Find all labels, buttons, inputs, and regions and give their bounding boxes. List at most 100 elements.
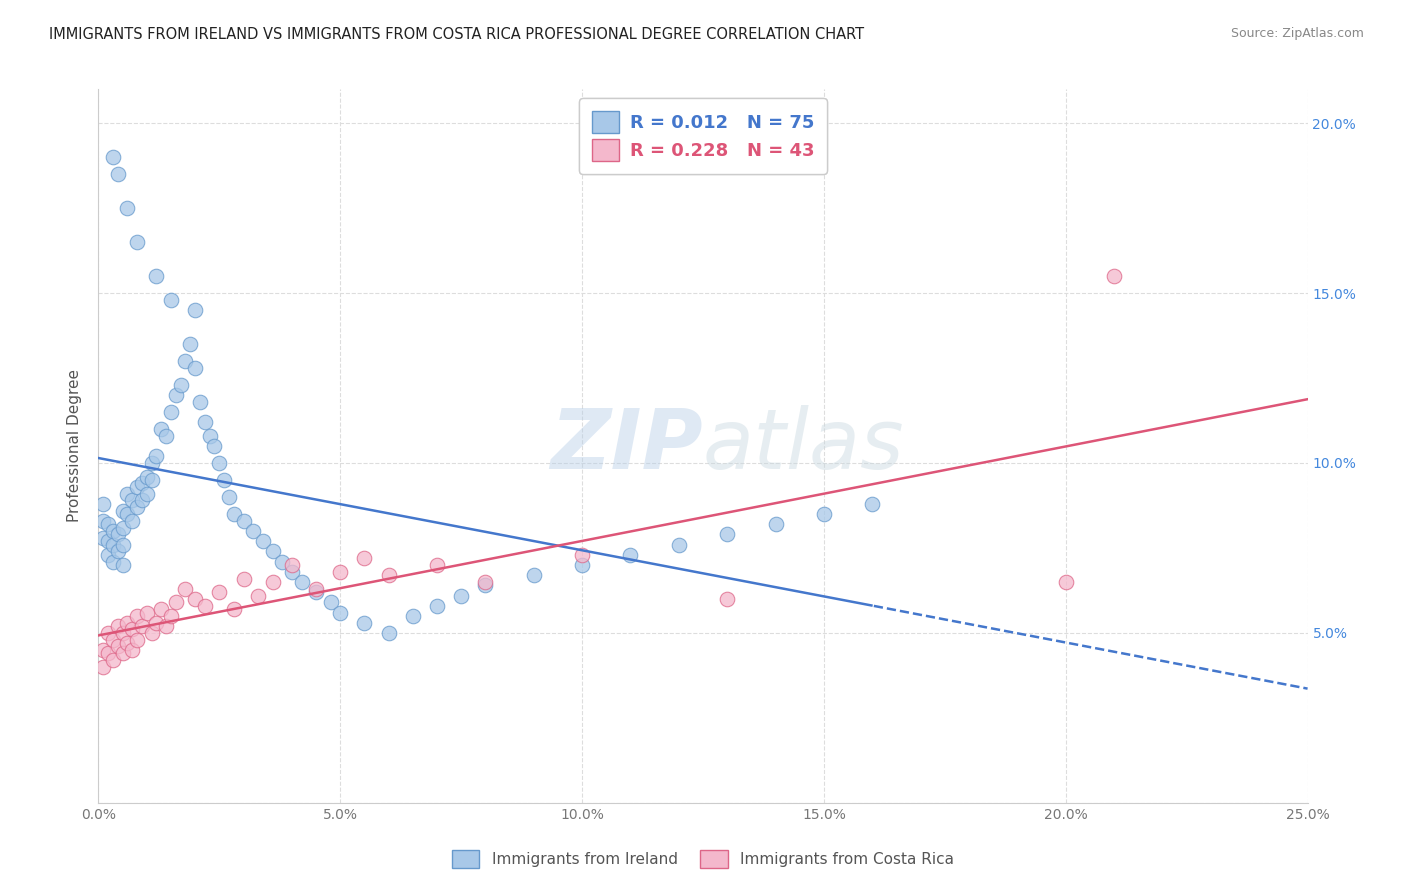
Point bbox=[160, 293, 183, 307]
Legend: R = 0.012   N = 75, R = 0.228   N = 43: R = 0.012 N = 75, R = 0.228 N = 43 bbox=[579, 98, 827, 174]
Point bbox=[765, 517, 787, 532]
Point bbox=[474, 578, 496, 592]
Point bbox=[252, 534, 274, 549]
Point bbox=[426, 599, 449, 613]
Point bbox=[97, 548, 120, 562]
Point bbox=[117, 486, 139, 500]
Point bbox=[101, 537, 124, 551]
Point bbox=[305, 585, 328, 599]
Point bbox=[212, 473, 235, 487]
Point bbox=[111, 646, 134, 660]
Point bbox=[127, 235, 149, 249]
Point bbox=[160, 608, 183, 623]
Point bbox=[101, 524, 124, 538]
Point bbox=[111, 503, 134, 517]
Point bbox=[111, 520, 134, 534]
Point bbox=[117, 201, 139, 215]
Point bbox=[121, 493, 143, 508]
Point bbox=[1102, 269, 1125, 284]
Point bbox=[571, 548, 593, 562]
Point bbox=[107, 167, 129, 181]
Point bbox=[135, 606, 157, 620]
Point bbox=[571, 558, 593, 572]
Point bbox=[145, 615, 167, 630]
Text: Source: ZipAtlas.com: Source: ZipAtlas.com bbox=[1230, 27, 1364, 40]
Point bbox=[145, 449, 167, 463]
Point bbox=[127, 480, 149, 494]
Legend: Immigrants from Ireland, Immigrants from Costa Rica: Immigrants from Ireland, Immigrants from… bbox=[444, 843, 962, 875]
Point bbox=[91, 514, 114, 528]
Point bbox=[377, 568, 399, 582]
Point bbox=[107, 527, 129, 541]
Point bbox=[97, 646, 120, 660]
Point bbox=[1054, 574, 1077, 589]
Point bbox=[111, 558, 134, 572]
Point bbox=[222, 507, 245, 521]
Point bbox=[222, 602, 245, 616]
Point bbox=[127, 608, 149, 623]
Point bbox=[194, 599, 217, 613]
Point bbox=[131, 493, 153, 508]
Point bbox=[127, 632, 149, 647]
Point bbox=[121, 514, 143, 528]
Point bbox=[402, 608, 425, 623]
Point bbox=[450, 589, 472, 603]
Point bbox=[131, 476, 153, 491]
Text: atlas: atlas bbox=[703, 406, 904, 486]
Point bbox=[135, 469, 157, 483]
Point bbox=[208, 456, 231, 470]
Point bbox=[91, 531, 114, 545]
Point bbox=[329, 606, 352, 620]
Point bbox=[111, 626, 134, 640]
Point bbox=[232, 572, 254, 586]
Point bbox=[111, 537, 134, 551]
Point bbox=[165, 595, 187, 609]
Point bbox=[101, 653, 124, 667]
Point bbox=[218, 490, 240, 504]
Point bbox=[135, 486, 157, 500]
Point bbox=[179, 337, 201, 351]
Point bbox=[91, 660, 114, 674]
Point bbox=[160, 405, 183, 419]
Point bbox=[242, 524, 264, 538]
Point bbox=[145, 269, 167, 284]
Text: IMMIGRANTS FROM IRELAND VS IMMIGRANTS FROM COSTA RICA PROFESSIONAL DEGREE CORREL: IMMIGRANTS FROM IRELAND VS IMMIGRANTS FR… bbox=[49, 27, 865, 42]
Text: ZIP: ZIP bbox=[550, 406, 703, 486]
Point bbox=[184, 360, 207, 375]
Point bbox=[262, 544, 284, 558]
Y-axis label: Professional Degree: Professional Degree bbox=[67, 369, 83, 523]
Point bbox=[150, 422, 173, 436]
Point bbox=[121, 623, 143, 637]
Point bbox=[247, 589, 270, 603]
Point bbox=[131, 619, 153, 633]
Point bbox=[169, 377, 191, 392]
Point bbox=[281, 558, 304, 572]
Point bbox=[860, 497, 883, 511]
Point bbox=[329, 565, 352, 579]
Point bbox=[91, 643, 114, 657]
Point bbox=[91, 497, 114, 511]
Point bbox=[668, 537, 690, 551]
Point bbox=[188, 394, 211, 409]
Point bbox=[353, 551, 375, 566]
Point bbox=[305, 582, 328, 596]
Point bbox=[101, 150, 124, 164]
Point bbox=[474, 574, 496, 589]
Point bbox=[101, 632, 124, 647]
Point bbox=[141, 626, 163, 640]
Point bbox=[353, 615, 375, 630]
Point bbox=[107, 544, 129, 558]
Point bbox=[198, 429, 221, 443]
Point bbox=[208, 585, 231, 599]
Point bbox=[813, 507, 835, 521]
Point bbox=[426, 558, 449, 572]
Point bbox=[141, 456, 163, 470]
Point bbox=[155, 429, 177, 443]
Point bbox=[377, 626, 399, 640]
Point bbox=[107, 640, 129, 654]
Point bbox=[290, 574, 312, 589]
Point bbox=[619, 548, 641, 562]
Point bbox=[117, 636, 139, 650]
Point bbox=[117, 507, 139, 521]
Point bbox=[184, 591, 207, 606]
